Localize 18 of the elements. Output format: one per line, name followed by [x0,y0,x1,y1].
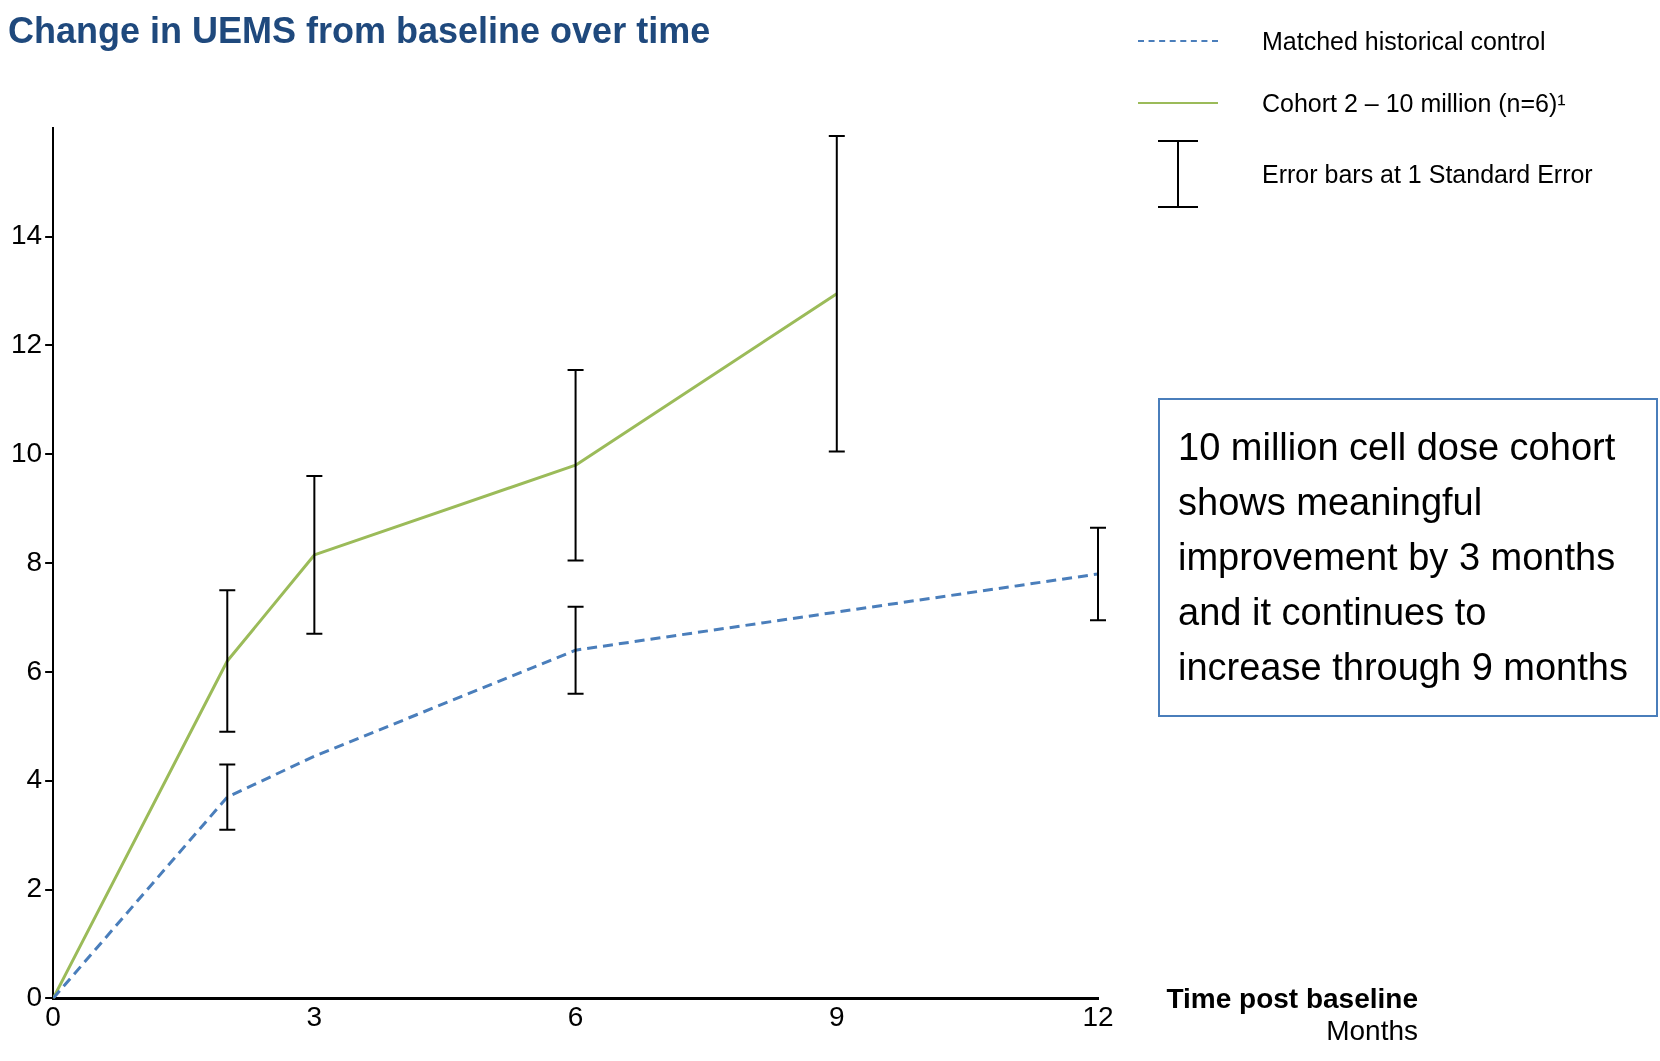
legend-label: Cohort 2 – 10 million (n=6)¹ [1262,88,1566,118]
y-tick-label: 6 [26,654,43,686]
legend-label: Matched historical control [1262,26,1546,56]
y-tick-label: 14 [10,219,43,251]
x-tick-label: 12 [1082,1000,1114,1032]
y-tick-label: 8 [26,545,43,577]
y-tick-label: 10 [10,436,43,468]
text: Error bars at 1 Standard Error [1262,159,1593,189]
text: 10 million cell dose cohort shows meaningful improvement by 3 months and it continues to increase through 9 months [1158,398,1658,718]
y-tick-label: 2 [26,872,43,904]
y-tick-label: 4 [26,763,43,795]
x-axis-title: Time post baseline [1165,983,1418,1015]
y-tick-label: 12 [10,328,43,360]
text: Months [1325,1015,1418,1047]
chart-title: Change in UEMS from baseline over time [8,10,711,52]
x-tick-label: 3 [306,1000,323,1032]
x-tick-label: 6 [567,1000,584,1032]
x-tick-label: 9 [829,1000,845,1032]
